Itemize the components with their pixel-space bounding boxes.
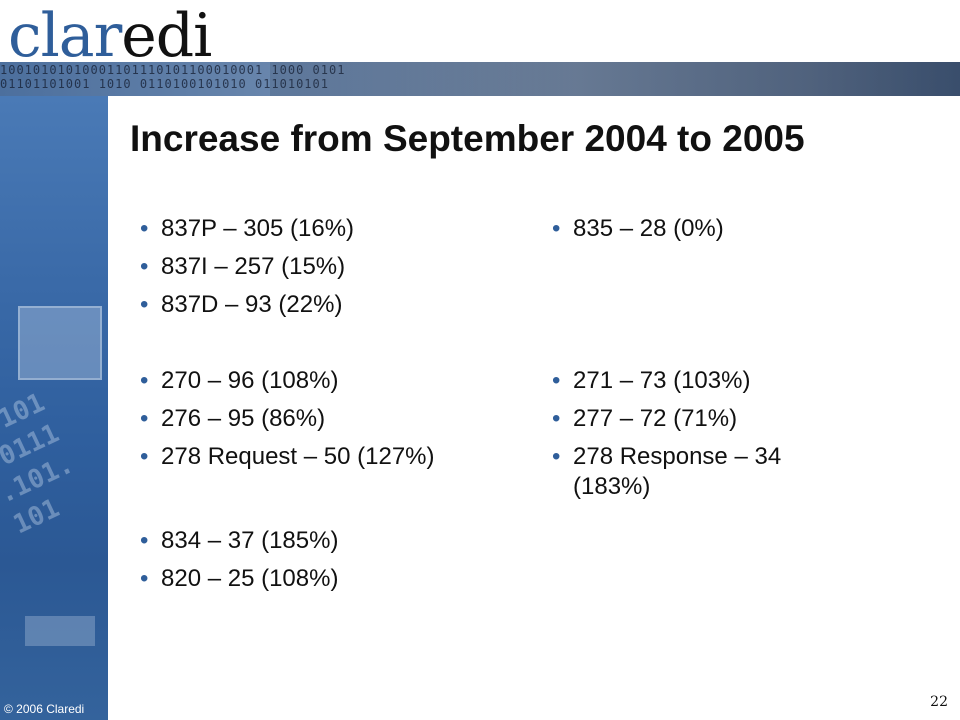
right-bullet-list: • 835 – 28 (0%) • 271 – 73 (103%) • 277 – 7…	[552, 210, 852, 506]
slide-title: Increase from September 2004 to 2005	[130, 118, 805, 159]
bullet-icon: •	[140, 405, 149, 432]
list-item: • 837P – 305 (16%)	[140, 210, 540, 248]
bullet-icon: •	[140, 215, 149, 242]
list-item: • 277 – 72 (71%)	[552, 400, 852, 438]
logo-part-edi: edi	[121, 1, 212, 71]
bullet-icon: •	[140, 527, 149, 554]
list-item-text: 270 – 96 (108%)	[161, 367, 339, 394]
banner-shade	[270, 62, 960, 96]
bullet-icon: •	[140, 253, 149, 280]
claredi-logo: claredi	[8, 6, 212, 66]
list-item: • 271 – 73 (103%)	[552, 362, 852, 400]
list-item: • 270 – 96 (108%)	[140, 362, 540, 400]
bullet-icon: •	[140, 565, 149, 592]
list-item: • 837I – 257 (15%)	[140, 248, 540, 286]
list-item-text: 278 Response – 34 (183%)	[573, 443, 782, 500]
bullet-icon: •	[552, 405, 561, 432]
list-item-text: 835 – 28 (0%)	[573, 215, 724, 242]
list-item-text: 276 – 95 (86%)	[161, 405, 326, 432]
list-item-text: 834 – 37 (185%)	[161, 527, 339, 554]
list-item: • 835 – 28 (0%)	[552, 210, 852, 248]
binary-pattern: 10010101010001101110101100010001 1000 01…	[0, 63, 346, 91]
list-item: • 278 Response – 34 (183%)	[552, 438, 852, 506]
list-item: • 834 – 37 (185%)	[140, 522, 540, 560]
list-item: • 278 Request – 50 (127%)	[140, 438, 540, 476]
list-item-text: 837D – 93 (22%)	[161, 291, 343, 318]
page-number: 22	[930, 694, 948, 710]
left-bullet-list: • 837P – 305 (16%) • 837I – 257 (15%) • 837…	[140, 210, 540, 598]
bullet-icon: •	[140, 443, 149, 470]
monitor-graphic	[18, 306, 102, 380]
left-decorative-strip: 1.101 .0111 .101. 101	[0, 96, 108, 720]
bullet-icon: •	[552, 367, 561, 394]
list-item-text: 837P – 305 (16%)	[161, 215, 355, 242]
list-item: • 276 – 95 (86%)	[140, 400, 540, 438]
laptop-graphic	[25, 616, 95, 646]
bullet-icon: •	[140, 291, 149, 318]
bullet-icon: •	[140, 367, 149, 394]
copyright-notice: © 2006 Claredi	[4, 702, 85, 716]
list-item: • 820 – 25 (108%)	[140, 560, 540, 598]
list-item-text: 277 – 72 (71%)	[573, 405, 738, 432]
header-binary-banner: 10010101010001101110101100010001 1000 01…	[0, 62, 960, 96]
bullet-icon: •	[552, 443, 561, 470]
list-item-text: 837I – 257 (15%)	[161, 253, 346, 280]
list-item-text: 271 – 73 (103%)	[573, 367, 751, 394]
list-item: • 837D – 93 (22%)	[140, 286, 540, 324]
list-item-text: 820 – 25 (108%)	[161, 565, 339, 592]
bullet-icon: •	[552, 215, 561, 242]
binary-graphic: 1.101 .0111 .101. 101	[0, 387, 79, 541]
logo-part-clar: clar	[8, 1, 122, 71]
list-item-text: 278 Request – 50 (127%)	[161, 443, 435, 470]
